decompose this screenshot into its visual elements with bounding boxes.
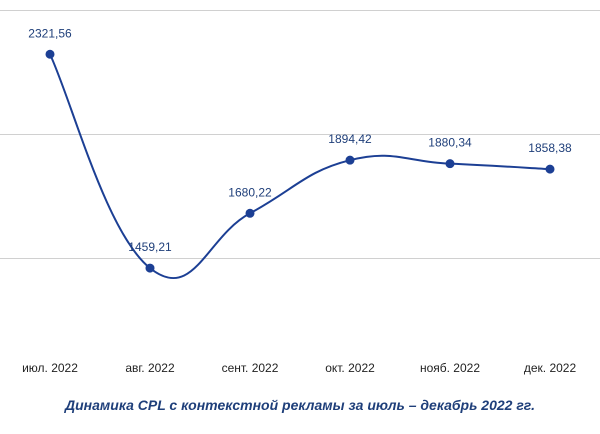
data-point (245, 208, 255, 218)
x-tick-label: сент. 2022 (222, 361, 279, 375)
data-label: 2321,56 (28, 26, 72, 40)
data-point (545, 164, 555, 174)
data-point (445, 159, 455, 169)
x-axis-tick-labels: июл. 2022 авг. 2022 сент. 2022 окт. 2022 ноя… (22, 361, 576, 375)
data-label: 1880,34 (428, 136, 472, 150)
chart-caption: Динамика CPL с контекстной рекламы за ию… (65, 397, 535, 413)
data-point (45, 49, 55, 59)
data-label: 1894,42 (328, 132, 372, 146)
x-tick-label: дек. 2022 (524, 361, 577, 375)
data-point (345, 155, 355, 165)
x-tick-label: окт. 2022 (325, 361, 375, 375)
gridlines (0, 10, 600, 259)
x-tick-label: авг. 2022 (125, 361, 175, 375)
data-labels: 2321,56 1459,21 1680,22 1894,42 1880,34 1858,… (28, 26, 572, 254)
data-points (45, 49, 555, 273)
data-label: 1459,21 (128, 240, 172, 254)
x-tick-label: нояб. 2022 (420, 361, 480, 375)
data-point (145, 263, 155, 273)
data-label: 1858,38 (528, 141, 572, 155)
series-line (49, 53, 551, 280)
data-label: 1680,22 (228, 185, 272, 199)
x-tick-label: июл. 2022 (22, 361, 78, 375)
